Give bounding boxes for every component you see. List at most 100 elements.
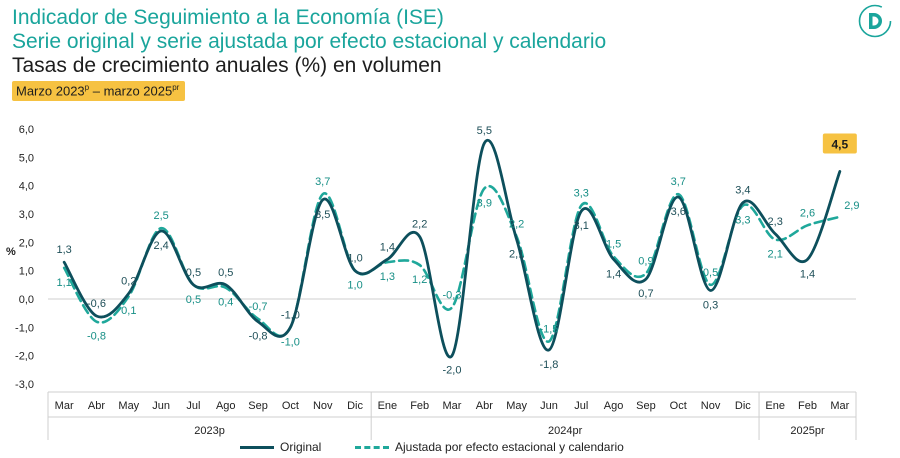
adjusted-data-label: -1,0 xyxy=(281,336,300,348)
legend-label-original: Original xyxy=(280,440,322,454)
original-data-label: 1,4 xyxy=(800,268,815,280)
adjusted-data-label: 3,3 xyxy=(735,215,750,227)
highlight-last-value: 4,5 xyxy=(831,138,848,152)
x-tick-label: Oct xyxy=(282,400,299,412)
y-tick-label: 5,0 xyxy=(19,152,34,164)
original-data-label: 3,4 xyxy=(735,185,750,197)
original-data-label: -1,8 xyxy=(539,359,558,371)
original-data-label: 3,5 xyxy=(315,209,330,221)
adjusted-data-label: -0,3 xyxy=(443,290,462,302)
adjusted-data-label: -0,7 xyxy=(249,301,268,313)
original-data-label: 0,3 xyxy=(703,300,718,312)
original-data-label: 3,1 xyxy=(574,220,589,232)
x-tick-label: Mar xyxy=(55,400,74,412)
x-tick-label: Mar xyxy=(830,400,849,412)
adjusted-data-label: 2,1 xyxy=(768,249,783,261)
period-end: – marzo 2025 xyxy=(89,83,173,99)
x-tick-label: Feb xyxy=(798,400,817,412)
year-group-label: 2023p xyxy=(194,425,225,437)
x-tick-label: Ago xyxy=(604,400,624,412)
y-tick-label: 0,0 xyxy=(19,294,34,306)
adjusted-data-label: 0,4 xyxy=(218,297,233,309)
adjusted-data-label: -0,8 xyxy=(87,331,106,343)
y-tick-label: -3,0 xyxy=(15,379,34,391)
title-block: Indicador de Seguimiento a la Economía (… xyxy=(12,6,607,102)
original-data-label: 2,4 xyxy=(153,240,168,252)
highlight-badge xyxy=(822,133,857,154)
adjusted-data-label: 1,1 xyxy=(57,277,72,289)
adjusted-data-label: 0,1 xyxy=(121,305,136,317)
adjusted-data-label: 0,5 xyxy=(703,267,718,279)
period-end-sup: pr xyxy=(172,83,180,92)
adjusted-data-label: 2,6 xyxy=(800,207,815,219)
original-data-label: 1,3 xyxy=(57,244,72,256)
adjusted-data-label: 1,2 xyxy=(412,274,427,286)
x-tick-label: Abr xyxy=(476,400,493,412)
x-tick-label: May xyxy=(506,400,527,412)
chart-units-subtitle: Tasas de crecimiento anuales (%) en volu… xyxy=(12,54,442,77)
adjusted-data-label: 3,7 xyxy=(671,176,686,188)
x-tick-label: Jun xyxy=(540,400,558,412)
adjusted-data-label: 1,0 xyxy=(347,280,362,292)
original-data-label: 1,0 xyxy=(347,253,362,265)
chart-subtitle: Serie original y serie ajustada por efec… xyxy=(12,30,607,53)
y-tick-label: 2,0 xyxy=(19,237,34,249)
original-data-label: 2,3 xyxy=(768,216,783,228)
y-tick-label: -2,0 xyxy=(15,351,34,363)
original-data-label: 2,1 xyxy=(509,249,524,261)
x-tick-label: Dic xyxy=(347,400,363,412)
y-tick-label: 6,0 xyxy=(19,124,34,136)
x-tick-label: Abr xyxy=(88,400,105,412)
original-data-label: 0,2 xyxy=(121,275,136,287)
legend-item-original: Original xyxy=(240,440,321,454)
original-data-label: 2,2 xyxy=(412,219,427,231)
original-data-label: 0,5 xyxy=(218,267,233,279)
adjusted-data-label: 3,9 xyxy=(477,198,492,210)
adjusted-data-label: 1,3 xyxy=(380,271,395,283)
x-tick-label: Ene xyxy=(378,400,398,412)
legend-label-adjusted: Ajustada por efecto estacional y calenda… xyxy=(395,440,624,454)
x-tick-label: Nov xyxy=(701,400,721,412)
x-tick-label: Sep xyxy=(636,400,656,412)
adjusted-data-label: 0,5 xyxy=(186,294,201,306)
x-tick-label: Mar xyxy=(443,400,462,412)
period-badge: Marzo 2023p – marzo 2025pr xyxy=(12,81,186,102)
original-series-line xyxy=(62,138,842,359)
original-data-label: 1,4 xyxy=(606,268,621,280)
dane-d-logo-icon xyxy=(858,4,892,38)
legend-swatch-original xyxy=(240,445,274,449)
original-data-label: 0,5 xyxy=(186,267,201,279)
period-start: Marzo 2023 xyxy=(16,83,85,99)
y-tick-label: 3,0 xyxy=(19,209,34,221)
adjusted-data-label: 0,9 xyxy=(638,256,653,268)
y-tick-label: 1,0 xyxy=(19,266,34,278)
x-tick-label: Jul xyxy=(574,400,588,412)
legend-swatch-adjusted xyxy=(355,445,389,449)
x-tick-label: Jun xyxy=(152,400,170,412)
original-data-label: 0,7 xyxy=(638,288,653,300)
x-tick-label: Dic xyxy=(735,400,751,412)
original-data-label: -1,0 xyxy=(281,309,300,321)
original-data-label: -0,8 xyxy=(249,331,268,343)
adjusted-data-label: 2,5 xyxy=(153,210,168,222)
adjusted-data-label: -1,5 xyxy=(539,324,558,336)
x-tick-label: Ene xyxy=(765,400,785,412)
x-tick-label: Oct xyxy=(670,400,687,412)
y-axis-label: % xyxy=(6,246,16,258)
adjusted-data-label: 1,5 xyxy=(606,239,621,251)
original-data-label: -0,6 xyxy=(87,298,106,310)
y-tick-label: -1,0 xyxy=(15,322,34,334)
year-group-label: 2025pr xyxy=(790,425,825,437)
x-tick-label: Ago xyxy=(216,400,236,412)
adjusted-data-label: 2,2 xyxy=(509,219,524,231)
original-data-label: 3,6 xyxy=(671,206,686,218)
adjusted-data-label: 3,7 xyxy=(315,176,330,188)
original-data-label: 1,4 xyxy=(380,241,395,253)
year-group-label: 2024pr xyxy=(548,425,583,437)
chart-title: Indicador de Seguimiento a la Economía (… xyxy=(12,6,444,29)
x-tick-label: Sep xyxy=(248,400,268,412)
original-data-label: 5,5 xyxy=(477,125,492,137)
x-tick-label: Jul xyxy=(186,400,200,412)
x-tick-label: May xyxy=(118,400,139,412)
legend-item-adjusted: Ajustada por efecto estacional y calenda… xyxy=(355,440,624,454)
